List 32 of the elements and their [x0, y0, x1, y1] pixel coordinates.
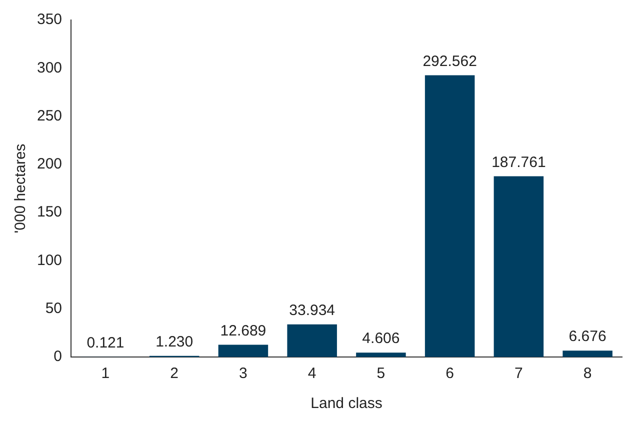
x-tick-label: 5	[376, 365, 386, 382]
bar	[494, 176, 544, 357]
y-tick-label: 100	[36, 252, 62, 269]
y-tick-label: 150	[36, 204, 62, 221]
bar	[356, 352, 406, 357]
x-tick-label: 2	[170, 365, 179, 382]
x-tick-label: 4	[308, 365, 316, 382]
y-tick-label: 0	[54, 348, 62, 366]
data-label: 0.121	[86, 334, 124, 352]
data-label: 187.761	[492, 154, 546, 171]
bar	[424, 75, 475, 357]
bar	[218, 344, 268, 357]
y-tick-label: 350	[36, 11, 62, 28]
bar	[287, 324, 337, 357]
y-tick-label: 50	[45, 300, 62, 317]
data-label: 33.934	[289, 302, 336, 319]
data-label: 12.689	[220, 322, 266, 340]
y-tick-label: 200	[36, 156, 62, 173]
y-tick-label: 300	[36, 59, 62, 76]
data-label: 4.606	[362, 330, 400, 348]
data-label: 292.562	[422, 52, 477, 70]
bar	[562, 350, 612, 357]
data-label: 6.676	[568, 328, 606, 346]
x-tick-label: 1	[101, 365, 110, 382]
x-axis-title: Land class	[310, 395, 382, 412]
y-tick-label: 250	[36, 107, 62, 124]
x-tick-label: 8	[583, 365, 592, 382]
x-tick-label: 6	[446, 365, 454, 382]
x-tick-label: 7	[514, 365, 523, 382]
data-label: 1.230	[156, 333, 194, 350]
x-tick-label: 3	[239, 365, 248, 382]
y-axis-title: '000 hectares	[12, 144, 30, 234]
